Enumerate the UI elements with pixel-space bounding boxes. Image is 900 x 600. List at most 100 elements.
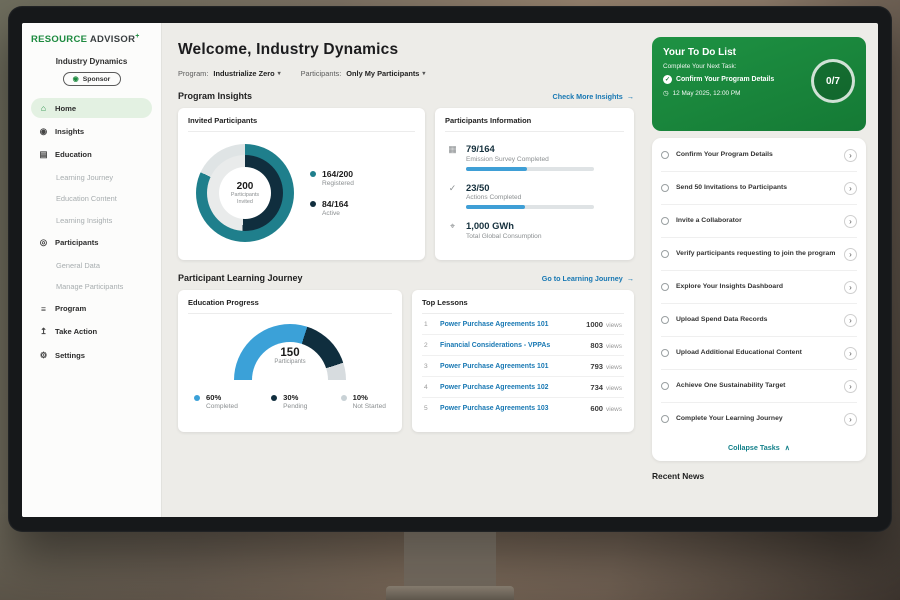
sidebar-item-insights[interactable]: ◉ Insights: [31, 121, 152, 142]
legend-active: 84/164 Active: [310, 199, 354, 217]
task-item[interactable]: Invite a Collaborator ›: [661, 205, 857, 238]
task-chevron-icon[interactable]: ›: [844, 281, 857, 294]
task-item[interactable]: Verify participants requesting to join t…: [661, 238, 857, 271]
lesson-row: 3 Power Purchase Agreements 101 793views: [422, 356, 624, 377]
task-checkbox[interactable]: [661, 283, 669, 291]
task-chevron-icon[interactable]: ›: [844, 413, 857, 426]
task-chevron-icon[interactable]: ›: [844, 380, 857, 393]
consumption-stat: ⌖ 1,000 GWh Total Global Consumption: [445, 220, 624, 240]
sidebar-item-education[interactable]: ▤ Education: [31, 144, 152, 165]
invited-participants-card: Invited Participants 200 Participants In…: [178, 108, 425, 260]
invited-legend: 164/200 Registered 84/164 Active: [310, 169, 354, 217]
legend-not-started: 10% Not Started: [341, 393, 386, 410]
sidebar-item-program[interactable]: ≡ Program: [31, 299, 152, 319]
logo-plus: +: [135, 33, 139, 40]
filter-bar: Program: Industrialize Zero ▾ Participan…: [178, 69, 634, 78]
sidebar-item-home[interactable]: ⌂ Home: [31, 98, 152, 118]
task-item[interactable]: Send 50 Invitations to Participants ›: [661, 172, 857, 205]
task-chevron-icon[interactable]: ›: [844, 149, 857, 162]
lesson-link[interactable]: Power Purchase Agreements 101: [440, 321, 578, 328]
sidebar-item-label: Program: [55, 304, 86, 313]
task-chevron-icon[interactable]: ›: [844, 182, 857, 195]
task-chevron-icon[interactable]: ›: [844, 314, 857, 327]
program-insights-header: Program Insights Check More Insights →: [178, 91, 634, 101]
sidebar-item-settings[interactable]: ⚙ Settings: [31, 345, 152, 366]
learning-cards-row: Education Progress 150 Participants: [178, 290, 634, 432]
lesson-link[interactable]: Power Purchase Agreements 103: [440, 405, 582, 412]
chevron-down-icon: ▾: [278, 70, 281, 77]
insights-cards-row: Invited Participants 200 Participants In…: [178, 108, 634, 260]
recent-news-title: Recent News: [652, 471, 866, 481]
chevron-up-icon: ∧: [785, 443, 790, 452]
task-checkbox[interactable]: [661, 250, 669, 258]
task-item[interactable]: Upload Spend Data Records ›: [661, 304, 857, 337]
sponsor-badge[interactable]: ◉ Sponsor: [63, 72, 121, 86]
card-title: Top Lessons: [422, 298, 624, 314]
task-item[interactable]: Complete Your Learning Journey ›: [661, 403, 857, 435]
sidebar-item-participants[interactable]: ◎ Participants: [31, 232, 152, 253]
donut-center: 200 Participants Invited: [219, 167, 271, 219]
insights-icon: ◉: [39, 126, 48, 137]
sidebar-item-education-content[interactable]: Education Content: [31, 189, 152, 208]
todo-subtitle: Complete Your Next Task:: [663, 63, 774, 70]
sidebar-item-manage-participants[interactable]: Manage Participants: [31, 277, 152, 296]
monitor-stand: [404, 528, 496, 600]
program-select[interactable]: Industrialize Zero ▾: [213, 69, 280, 78]
task-chevron-icon[interactable]: ›: [844, 248, 857, 261]
participants-select[interactable]: Only My Participants ▾: [346, 69, 425, 78]
sidebar-item-take-action[interactable]: ↥ Take Action: [31, 321, 152, 342]
todo-progress-ring: 0/7: [811, 59, 855, 103]
task-list-card: Confirm Your Program Details › Send 50 I…: [652, 138, 866, 461]
lesson-link[interactable]: Power Purchase Agreements 101: [440, 363, 582, 370]
program-filter-label: Program:: [178, 69, 208, 78]
task-checkbox[interactable]: [661, 184, 669, 192]
legend-dot: [194, 395, 200, 401]
task-checkbox[interactable]: [661, 415, 669, 423]
education-gauge-chart: 150 Participants: [234, 324, 346, 381]
learning-journey-header: Participant Learning Journey Go to Learn…: [178, 273, 634, 283]
lesson-link[interactable]: Financial Considerations - VPPAs: [440, 342, 582, 349]
check-more-insights-link[interactable]: Check More Insights →: [553, 92, 634, 101]
sidebar-item-label: Learning Journey: [56, 173, 113, 182]
task-checkbox[interactable]: [661, 349, 669, 357]
lesson-row: 4 Power Purchase Agreements 102 734views: [422, 377, 624, 398]
sidebar-item-label: Manage Participants: [56, 282, 123, 291]
sidebar-item-general-data[interactable]: General Data: [31, 256, 152, 275]
sponsor-icon: ◉: [73, 76, 79, 83]
go-to-learning-journey-link[interactable]: Go to Learning Journey →: [542, 274, 634, 283]
todo-summary-card: Your To Do List Complete Your Next Task:…: [652, 37, 866, 131]
lesson-row: 2 Financial Considerations - VPPAs 803vi…: [422, 335, 624, 356]
org-name: Industry Dynamics: [31, 57, 152, 66]
program-select-value: Industrialize Zero: [213, 69, 274, 78]
participants-filter: Participants: Only My Participants ▾: [301, 69, 426, 78]
task-item[interactable]: Achieve One Sustainability Target ›: [661, 370, 857, 403]
lesson-link[interactable]: Power Purchase Agreements 102: [440, 384, 582, 391]
sidebar-item-label: Insights: [55, 127, 84, 136]
task-item[interactable]: Confirm Your Program Details ›: [661, 139, 857, 172]
location-icon: ⌖: [447, 221, 458, 240]
sidebar-item-learning-journey[interactable]: Learning Journey: [31, 168, 152, 187]
collapse-tasks-button[interactable]: Collapse Tasks ∧: [661, 435, 857, 461]
sidebar-item-learning-insights[interactable]: Learning Insights: [31, 211, 152, 230]
next-task[interactable]: ✓ Confirm Your Program Details: [663, 75, 774, 84]
legend-dot: [341, 395, 347, 401]
sidebar: RESOURCE ADVISOR+ Industry Dynamics ◉ Sp…: [22, 23, 162, 517]
sidebar-item-label: Take Action: [55, 327, 97, 336]
take-action-icon: ↥: [39, 326, 48, 337]
legend-pending: 30% Pending: [271, 393, 307, 410]
task-checkbox[interactable]: [661, 217, 669, 225]
task-item[interactable]: Upload Additional Educational Content ›: [661, 337, 857, 370]
task-chevron-icon[interactable]: ›: [844, 215, 857, 228]
sidebar-item-label: Education Content: [56, 194, 117, 203]
task-checkbox[interactable]: [661, 382, 669, 390]
progress-bar: [466, 205, 594, 209]
task-item[interactable]: Explore Your Insights Dashboard ›: [661, 271, 857, 304]
task-chevron-icon[interactable]: ›: [844, 347, 857, 360]
legend-registered: 164/200 Registered: [310, 169, 354, 187]
emission-survey-stat: ▦ 79/164 Emission Survey Completed: [445, 143, 624, 171]
task-checkbox[interactable]: [661, 316, 669, 324]
app-window: RESOURCE ADVISOR+ Industry Dynamics ◉ Sp…: [22, 23, 878, 517]
monitor-bezel: RESOURCE ADVISOR+ Industry Dynamics ◉ Sp…: [8, 6, 892, 532]
participants-filter-label: Participants:: [301, 69, 342, 78]
task-checkbox[interactable]: [661, 151, 669, 159]
